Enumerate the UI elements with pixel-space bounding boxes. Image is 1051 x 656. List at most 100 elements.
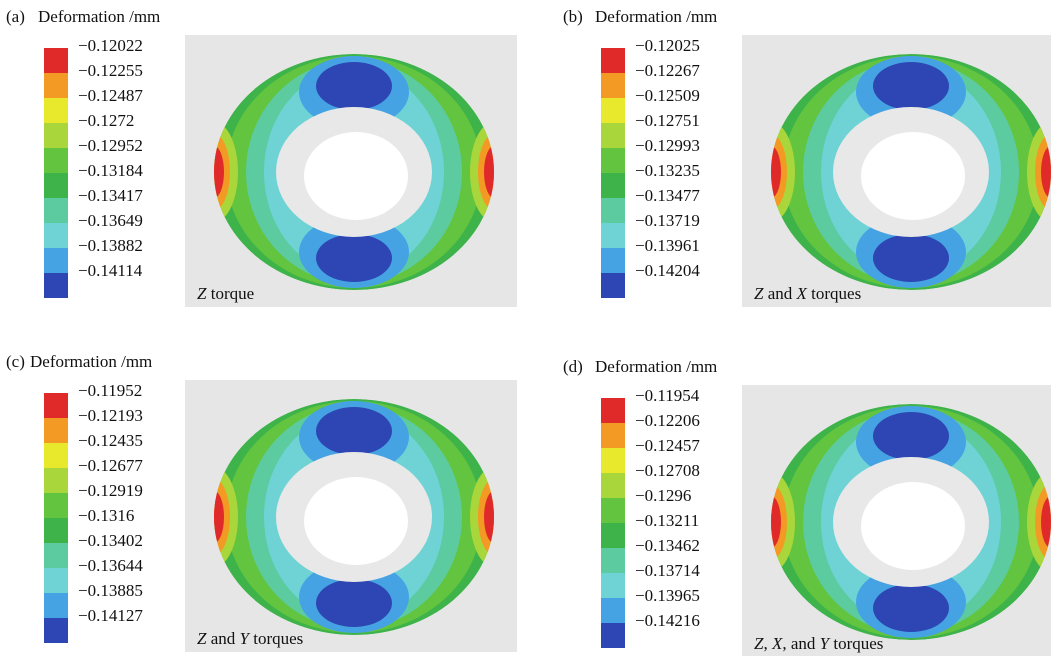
colorbar-band [44, 543, 68, 568]
caption-part: , and [782, 634, 819, 653]
contour [873, 62, 949, 110]
colorbar-band [601, 573, 625, 598]
legend-title: Deformation /mm [38, 7, 160, 26]
colorbar-band [601, 98, 625, 123]
caption-part: X [771, 634, 783, 653]
legend-title: Deformation /mm [595, 7, 717, 26]
legend-value: −0.12919 [78, 481, 143, 500]
hole [861, 482, 965, 570]
legend-value: −0.14114 [78, 261, 143, 280]
contour [316, 234, 392, 282]
colorbar-band [601, 548, 625, 573]
colorbar-band [44, 198, 68, 223]
caption-part: and [763, 284, 796, 303]
legend-value: −0.13417 [78, 186, 143, 205]
colorbar-band [44, 223, 68, 248]
contour [873, 412, 949, 460]
contour [873, 584, 949, 632]
legend-value: −0.13714 [635, 561, 700, 580]
legend-value: −0.13184 [78, 161, 143, 180]
colorbar-band [44, 393, 68, 418]
panel-label: (a) [6, 7, 25, 26]
colorbar-band [44, 248, 68, 273]
caption: Z and X torques [754, 284, 861, 303]
legend-value: −0.14127 [78, 606, 143, 625]
caption: Z and Y torques [197, 629, 303, 648]
legend-value: −0.1316 [78, 506, 134, 525]
legend-value: −0.14216 [635, 611, 700, 630]
colorbar-band [44, 493, 68, 518]
hole [861, 132, 965, 220]
caption-part: torques [829, 634, 883, 653]
legend-value: −0.13961 [635, 236, 700, 255]
hole [304, 132, 408, 220]
contour [316, 579, 392, 627]
colorbar-band [601, 173, 625, 198]
colorbar-band [44, 593, 68, 618]
caption-part: and [206, 629, 239, 648]
panel: (d)Deformation /mm−0.11954−0.12206−0.124… [563, 357, 1051, 656]
colorbar-band [601, 598, 625, 623]
legend-title: Deformation /mm [30, 352, 152, 371]
contour [316, 62, 392, 110]
colorbar-band [601, 223, 625, 248]
colorbar-band [601, 48, 625, 73]
legend-value: −0.13719 [635, 211, 700, 230]
legend-value: −0.13477 [635, 186, 700, 205]
legend-value: −0.12206 [635, 411, 700, 430]
legend-value: −0.12952 [78, 136, 143, 155]
figure: (a) Deformation /mm −0.12022 −0.12255 −0.124… [0, 0, 1051, 656]
legend-value: −0.13235 [635, 161, 700, 180]
caption: Z torque [197, 284, 254, 303]
colorbar-band [601, 123, 625, 148]
panel-label: (d) [563, 357, 583, 376]
legend-value: −0.13402 [78, 531, 143, 550]
colorbar-band [601, 473, 625, 498]
caption-part: torques [249, 629, 303, 648]
legend-title: Deformation /mm [595, 357, 717, 376]
colorbar-band [44, 443, 68, 468]
colorbar-band [44, 73, 68, 98]
colorbar-band [601, 148, 625, 173]
colorbar-band [44, 123, 68, 148]
legend-value: −0.12025 [635, 36, 700, 55]
colorbar-band [44, 98, 68, 123]
legend-value: −0.1272 [78, 111, 134, 130]
panel: (b)Deformation /mm−0.12025−0.12267−0.125… [563, 7, 1051, 307]
caption-part: X [796, 284, 808, 303]
legend-value: −0.12457 [635, 436, 700, 455]
legend-value: −0.12022 [78, 36, 143, 55]
colorbar-band [44, 618, 68, 643]
caption-part: torques [807, 284, 861, 303]
legend-value: −0.13885 [78, 581, 143, 600]
legend-value: −0.11952 [78, 381, 142, 400]
colorbar-band [601, 398, 625, 423]
legend-value: −0.13644 [78, 556, 143, 575]
caption-part: , [763, 634, 772, 653]
colorbar-band [44, 148, 68, 173]
hole [304, 477, 408, 565]
colorbar-band [601, 448, 625, 473]
colorbar-band [44, 273, 68, 298]
legend-value: −0.1296 [635, 486, 691, 505]
legend-value: −0.13211 [635, 511, 699, 530]
legend-value: −0.12993 [635, 136, 700, 155]
colorbar-band [601, 498, 625, 523]
legend-value: −0.12267 [635, 61, 700, 80]
colorbar-band [601, 623, 625, 648]
legend-value: −0.12255 [78, 61, 143, 80]
legend-value: −0.13965 [635, 586, 700, 605]
contour [873, 234, 949, 282]
legend-value: −0.13462 [635, 536, 700, 555]
panel-label: (c) [6, 352, 25, 371]
colorbar-band [44, 568, 68, 593]
panel: (c)Deformation /mm−0.11952−0.12193−0.124… [6, 352, 518, 652]
legend-value: −0.12487 [78, 86, 143, 105]
legend-value: −0.12193 [78, 406, 143, 425]
colorbar-band [601, 248, 625, 273]
colorbar-band [44, 468, 68, 493]
legend-value: −0.12708 [635, 461, 700, 480]
colorbar-band [601, 198, 625, 223]
caption-part: torque [206, 284, 254, 303]
colorbar-band [44, 173, 68, 198]
